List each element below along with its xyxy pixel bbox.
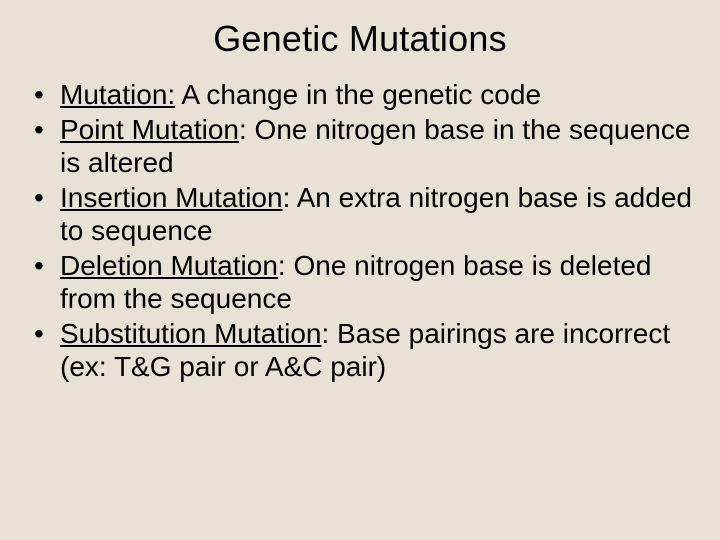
list-item: Point Mutation: One nitrogen base in the… <box>30 113 692 179</box>
slide: Genetic Mutations Mutation: A change in … <box>0 0 720 540</box>
slide-title: Genetic Mutations <box>28 18 692 60</box>
list-item: Mutation: A change in the genetic code <box>30 78 692 111</box>
list-item: Substitution Mutation: Base pairings are… <box>30 317 692 383</box>
term-label: Mutation: <box>60 79 175 110</box>
term-label: Deletion Mutation <box>60 250 278 281</box>
list-item: Deletion Mutation: One nitrogen base is … <box>30 249 692 315</box>
term-label: Point Mutation <box>60 114 239 145</box>
term-desc: A change in the genetic code <box>175 79 541 110</box>
bullet-list: Mutation: A change in the genetic code P… <box>28 78 692 383</box>
term-label: Substitution Mutation <box>60 318 322 349</box>
list-item: Insertion Mutation: An extra nitrogen ba… <box>30 181 692 247</box>
term-label: Insertion Mutation <box>60 182 283 213</box>
